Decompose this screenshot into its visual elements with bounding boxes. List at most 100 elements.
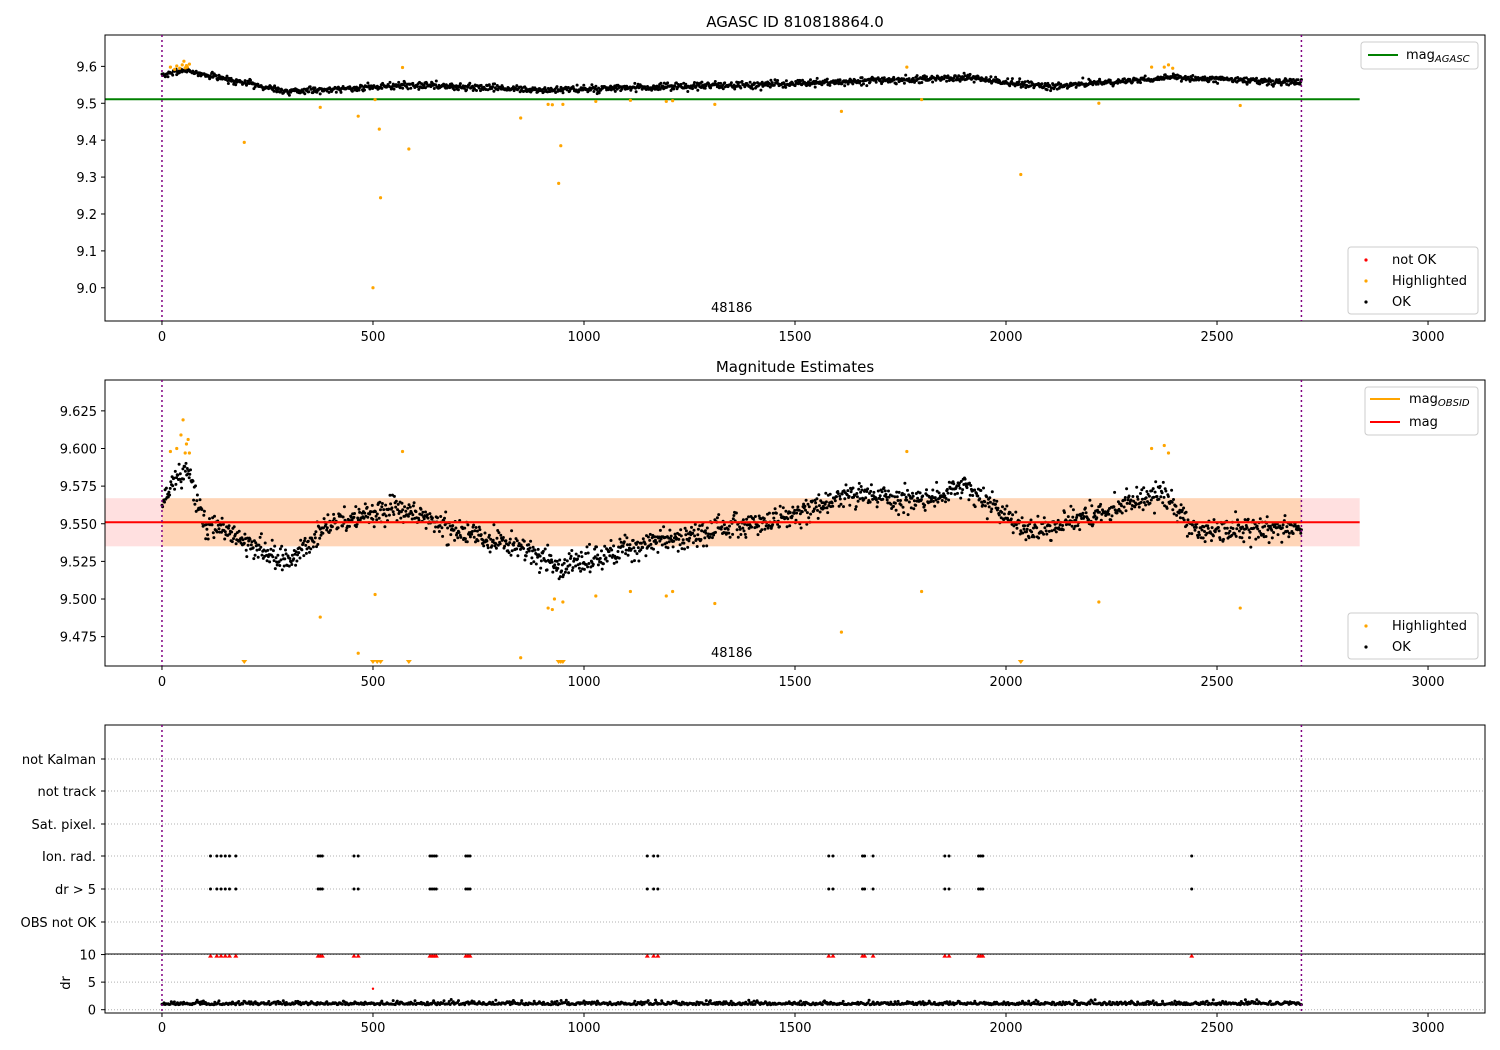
magnitude-ok-point: [802, 502, 806, 506]
flag-point: [428, 854, 432, 858]
flag-point: [318, 887, 322, 891]
magnitude-ytick-label: 9.475: [60, 631, 97, 646]
agasc-ok-point: [1018, 77, 1022, 81]
agasc-ok-point: [456, 88, 460, 92]
magnitude-ok-point: [375, 512, 379, 516]
magnitude-ok-point: [826, 511, 830, 515]
agasc-highlighted-point: [1162, 65, 1166, 69]
magnitude-highlighted-point: [671, 589, 675, 594]
magnitude-ok-point: [848, 503, 852, 507]
magnitude-ok-point: [940, 499, 944, 502]
dr-point: [1243, 998, 1247, 1002]
magnitude-ok-point: [693, 522, 697, 526]
magnitude-ok-point: [842, 505, 845, 509]
magnitude-ok-point: [1280, 526, 1284, 530]
magnitude-ok-point: [876, 500, 880, 504]
magnitude-highlighted-point: [905, 449, 909, 454]
magnitude-ok-point: [809, 512, 813, 516]
dr-point: [948, 1000, 952, 1004]
magnitude-ok-point: [577, 554, 581, 558]
magnitude-ok-point: [523, 558, 527, 562]
magnitude-ok-point: [257, 543, 261, 547]
dr-outlier-point: [371, 987, 375, 990]
agasc-ok-point: [594, 84, 598, 88]
magnitude-ok-point: [1197, 530, 1201, 534]
magnitude-ok-point: [1261, 532, 1265, 536]
magnitude-ok-point: [986, 501, 990, 505]
agasc-legend-mag: mag: [1406, 48, 1435, 63]
magnitude-ok-point: [717, 513, 721, 517]
agasc-ok-point: [825, 77, 829, 81]
magnitude-ok-point: [463, 526, 467, 530]
magnitude-ok-point: [472, 523, 476, 527]
flag-point: [466, 854, 470, 858]
magnitude-ok-point: [901, 505, 905, 509]
magnitude-ok-point: [1237, 529, 1241, 533]
magnitude-ok-point: [304, 551, 308, 555]
magnitude-ok-point: [846, 489, 850, 493]
agasc-ok-point: [1271, 79, 1275, 83]
magnitude-ok-point: [1299, 531, 1303, 535]
magnitude-ok-point: [859, 485, 863, 488]
magnitude-ok-point: [1113, 508, 1117, 512]
magnitude-ok-point: [687, 539, 691, 543]
magnitude-ok-point: [1003, 507, 1007, 511]
agasc-xtick-label: 2000: [989, 330, 1022, 345]
magnitude-ok-point: [510, 529, 514, 533]
agasc-ok-point: [425, 82, 429, 86]
magnitude-ok-point: [1106, 509, 1110, 513]
magnitude-ok-point: [892, 504, 895, 508]
magnitude-ok-point: [646, 535, 650, 539]
magnitude-ok-point: [1123, 498, 1127, 502]
agasc-ok-point: [555, 85, 559, 89]
magnitude-ok-point: [295, 559, 299, 563]
magnitude-ok-point: [731, 517, 735, 521]
magnitude-ok-point: [297, 551, 301, 555]
magnitude-ok-point: [949, 492, 953, 495]
flag-point: [356, 887, 360, 891]
magnitude-ok-point: [472, 535, 476, 539]
magnitude-ok-point: [639, 548, 643, 552]
magnitude-ok-point: [168, 493, 172, 497]
magnitude-ok-point: [425, 513, 429, 517]
magnitude-ok-point: [957, 484, 961, 488]
agasc-highlighted-point: [1019, 172, 1023, 177]
magnitude-ok-point: [648, 538, 652, 542]
agasc-ok-point: [1207, 79, 1211, 83]
agasc-ok-point: [703, 86, 707, 90]
agasc-ok-point: [707, 82, 711, 86]
agasc-ok-point: [1279, 83, 1283, 87]
magnitude-ok-point: [1115, 511, 1119, 515]
agasc-ok-point: [318, 92, 322, 96]
magnitude-ok-point: [868, 500, 872, 504]
magnitude-ok-point: [671, 545, 675, 549]
agasc-ok-point: [249, 78, 252, 82]
magnitude-ok-point: [1237, 523, 1241, 527]
dr-clipped-marker: [214, 953, 220, 958]
magnitude-highlighted-point: [1162, 443, 1166, 448]
magnitude-ok-point: [823, 502, 827, 506]
magnitude-ok-point: [522, 547, 526, 550]
magnitude-ok-point: [800, 510, 804, 514]
dr-point: [746, 1002, 750, 1006]
magnitude-ok-point: [1076, 524, 1080, 528]
magnitude-ok-point: [194, 484, 197, 488]
magnitude-ok-point: [543, 547, 547, 551]
magnitude-ok-point: [1210, 526, 1214, 530]
magnitude-ok-point: [1074, 518, 1078, 522]
magnitude-ok-point: [650, 536, 654, 540]
agasc-ok-point: [434, 79, 438, 83]
magnitude-legend-upper: magOBSID mag: [1364, 386, 1479, 436]
agasc-ok-point: [475, 89, 478, 92]
magnitude-ok-point: [392, 494, 396, 498]
magnitude-ok-point: [1186, 518, 1190, 522]
magnitude-ok-point: [607, 550, 611, 553]
magnitude-ok-point: [885, 498, 889, 502]
magnitude-ok-point: [833, 499, 837, 503]
magnitude-ok-point: [937, 491, 941, 495]
magnitude-ok-point: [816, 508, 819, 512]
agasc-obsid-label: 48186: [711, 301, 752, 316]
magnitude-ok-point: [303, 539, 306, 543]
magnitude-ok-point: [1072, 527, 1076, 531]
